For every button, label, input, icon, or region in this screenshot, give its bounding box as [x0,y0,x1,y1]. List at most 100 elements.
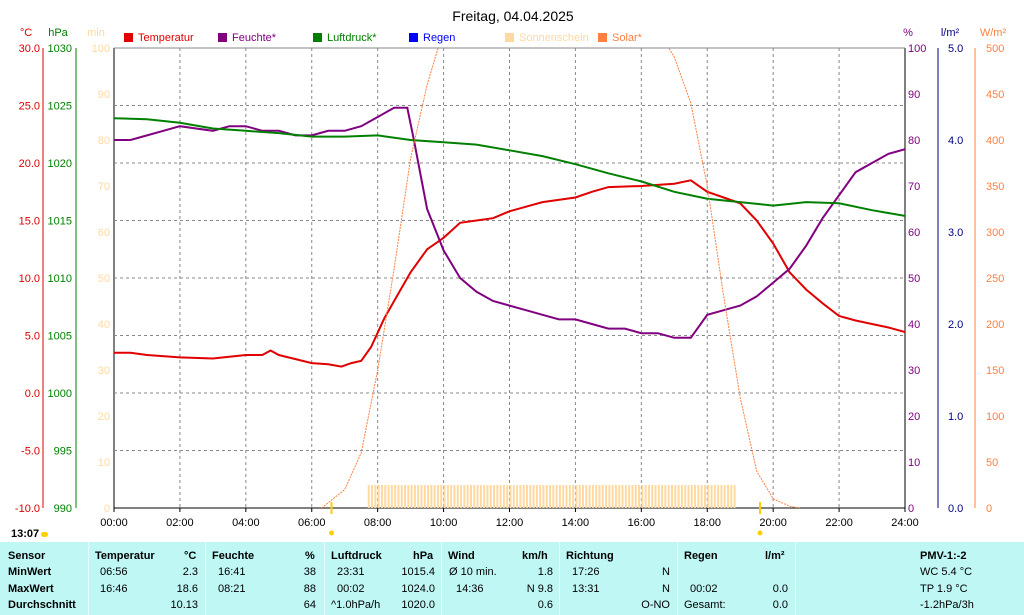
sunshine-bar-74 [611,485,614,508]
sunshine-bar-72 [605,485,608,508]
sunshine-bar-111 [733,485,736,508]
sunshine-bar-22 [440,485,443,508]
sunshine-bar-41 [502,485,505,508]
rain-tick-5: 5.0 [948,43,963,55]
sunshine-bar-49 [529,485,532,508]
row-avg-label: Durchschnitt [8,599,76,611]
x-tick-label-7: 14:00 [562,517,590,529]
weather-chart: Freitag, 04.04.2025 Temperatur Feuchte* Lu… [15,8,1007,536]
sunshine-bar-26 [453,485,456,508]
legend-label-0: Temperatur [138,32,194,44]
sun-tick-3: 30 [98,365,110,377]
sunshine-bar-11 [404,485,407,508]
min-wind: 1.8 [537,566,553,578]
sunshine-bar-50 [532,485,535,508]
sunshine-bar-33 [476,485,479,508]
min-press-time: 23:31 [337,566,365,578]
max-pmv: TP 1.9 °C [920,583,968,595]
min-pmv: WC 5.4 °C [920,566,973,578]
sunshine-bar-27 [456,485,459,508]
temp-tick-8: 30.0 [19,43,40,55]
sun-tick-2: 20 [98,411,110,423]
sunshine-bar-58 [558,485,561,508]
hum-tick-1: 10 [908,457,920,469]
sunshine-bar-87 [654,485,657,508]
legend-swatch-1 [218,33,227,42]
sunshine-bar-8 [394,485,397,508]
sunshine-bar-17 [423,485,426,508]
temp-tick-1: -5.0 [21,446,40,458]
header-rain-unit: l/m² [765,550,785,562]
axis-units: °C hPa min% l/m² W/m² [20,27,1007,39]
sunshine-bar-75 [614,485,617,508]
header-rain: Regen [684,550,718,562]
sunshine-bar-13 [410,485,413,508]
hum-tick-9: 90 [908,89,920,101]
sunshine-bar-53 [542,485,545,508]
min-hum: 38 [303,566,316,578]
sunshine-bar-60 [565,485,568,508]
sunshine-bar-104 [710,485,713,508]
sunshine-bar-35 [483,485,486,508]
sunshine-bar-64 [578,485,581,508]
x-tick-label-1: 02:00 [166,517,194,529]
sun-tick-4: 40 [98,319,110,331]
sunshine-bar-54 [545,485,548,508]
hum-tick-10: 100 [908,43,926,55]
temp-tick-4: 10.0 [19,273,40,285]
x-tick-label-10: 20:00 [759,517,787,529]
header-hum: Feuchte [212,550,255,562]
unit-rain: l/m² [941,27,960,39]
sunshine-bar-70 [598,485,601,508]
row-min-label: MinWert [8,566,52,578]
series-line-temperatur [114,179,905,368]
avg-press-trend: ^1.0hPa/h [331,599,381,611]
legend-label-3: Regen [423,32,455,44]
sunshine-bar-10 [400,485,403,508]
press-tick-1: 995 [54,446,72,458]
hum-tick-6: 60 [908,227,920,239]
header-temp: Temperatur [95,550,155,562]
x-tick-label-4: 08:00 [364,517,392,529]
grid [114,48,905,508]
sunshine-bar-80 [631,485,634,508]
temp-tick-6: 20.0 [19,158,40,170]
press-tick-6: 1020 [48,158,72,170]
hum-tick-7: 70 [908,181,920,193]
min-wind-label: Ø 10 min. [449,566,497,578]
solar-tick-1: 50 [986,457,998,469]
avg-press: 1020.0 [401,599,435,611]
avg-wind: 0.6 [537,599,553,611]
solar-tick-0: 0 [986,503,992,515]
sunshine-bar-90 [664,485,667,508]
sunshine-bar-84 [644,485,647,508]
unit-press: hPa [48,27,68,39]
sunshine-bar-62 [572,485,575,508]
unit-sun: min [87,27,105,39]
solar-tick-6: 300 [986,227,1004,239]
sunshine-bar-37 [489,485,492,508]
temp-tick-3: 5.0 [25,331,40,343]
sunshine-bar-40 [499,485,502,508]
sunshine-bar-36 [486,485,489,508]
sunshine-bar-15 [417,485,420,508]
sunshine-bar-88 [657,485,660,508]
max-wind-label: 14:36 [456,583,484,595]
solar-tick-3: 150 [986,365,1004,377]
rain-tick-1: 1.0 [948,411,963,423]
sunshine-bar-103 [707,485,710,508]
sunshine-bar-85 [647,485,650,508]
legend-label-1: Feuchte* [232,32,277,44]
sunshine-bar-94 [677,485,680,508]
sunshine-bar-101 [700,485,703,508]
max-wind: N 9.8 [526,583,553,595]
sunshine-bar-12 [407,485,410,508]
avg-dir: O-NO [641,599,670,611]
rain-tick-2: 2.0 [948,319,963,331]
min-temp: 2.3 [182,566,198,578]
legend-swatch-3 [409,33,418,42]
sunshine-bar-83 [641,485,644,508]
temp-tick-2: 0.0 [25,388,40,400]
max-dir: N [662,583,670,595]
sunshine-bar-86 [651,485,654,508]
